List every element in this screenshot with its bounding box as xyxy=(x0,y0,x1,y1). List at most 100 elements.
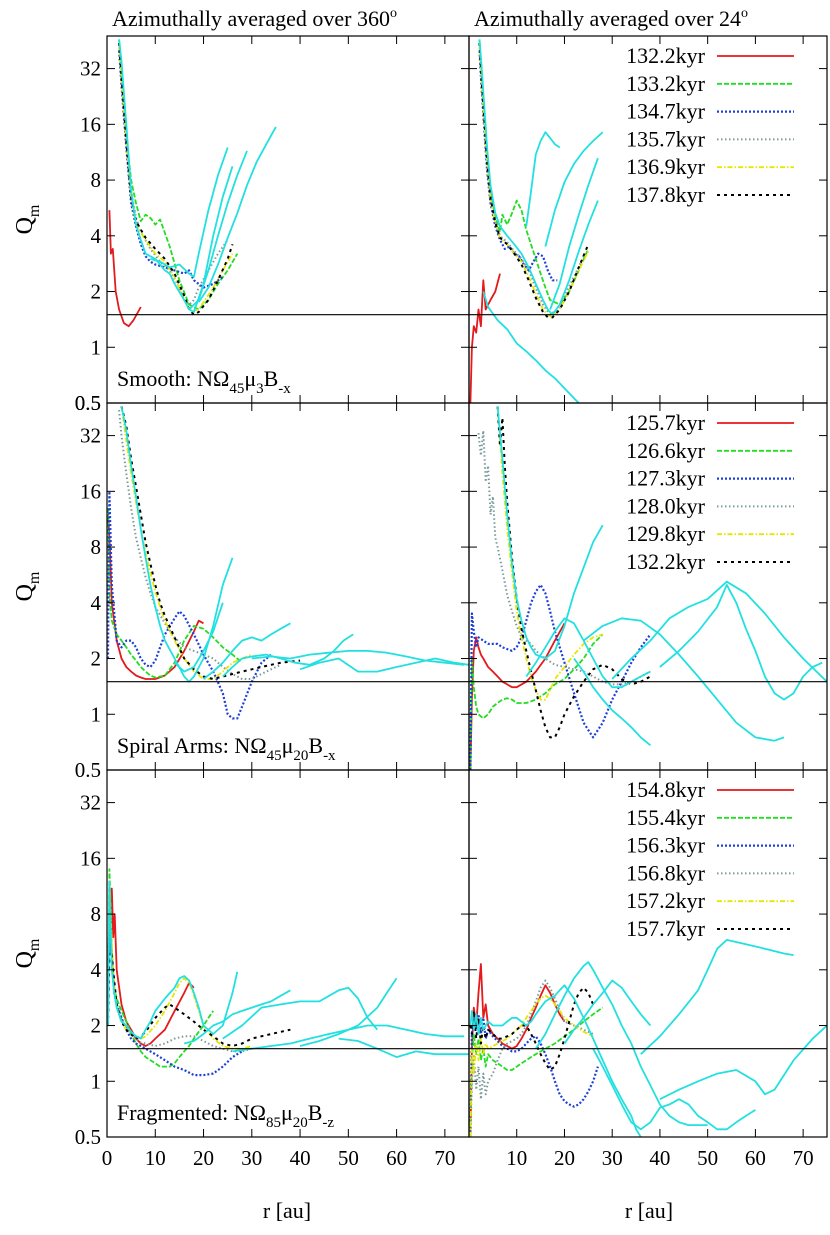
legend-label: 157.2kyr xyxy=(626,888,706,913)
annotation-text: μ xyxy=(244,366,256,391)
x-tick-label: 60 xyxy=(745,1146,766,1170)
series-line-red xyxy=(469,273,501,403)
y-axis-label-main: Q xyxy=(12,951,38,968)
x-tick-label: 40 xyxy=(290,1146,311,1170)
x-tick-label: 20 xyxy=(554,1146,575,1170)
annotation-subscript: 45 xyxy=(229,381,244,397)
y-axis-label-main: Q xyxy=(12,217,38,234)
y-axis-label: Qm xyxy=(12,938,43,968)
panel-4: 1 2 4 8 16 32 0.5 Qm 0 10 20 30 40 50 60 70 Fragmented: … xyxy=(12,769,470,1170)
series-line-blue xyxy=(469,1013,599,1137)
legend-label: 127.3kyr xyxy=(626,466,706,491)
legend-label: 128.0kyr xyxy=(626,493,706,518)
x-tick-label: 10 xyxy=(145,1146,166,1170)
annotation-subscript: -x xyxy=(278,381,291,397)
series-line-cyan xyxy=(583,617,785,742)
panel-2: 1 2 4 8 16 32 0.5 Qm Spiral Arms: NΩ45μ20B-x xyxy=(12,402,470,782)
series-line-cyan xyxy=(338,1037,469,1058)
panel-frame xyxy=(468,769,828,1138)
series-line-black xyxy=(118,42,234,316)
y-axis-label-sub: m xyxy=(26,204,43,217)
annotation-subscript: 20 xyxy=(293,748,308,764)
series-line-cyan xyxy=(188,150,248,311)
legend-label: 133.2kyr xyxy=(626,71,706,96)
y-tick-label: 0.5 xyxy=(75,391,101,415)
legend-label: 156.8kyr xyxy=(626,860,706,885)
series-line-red xyxy=(108,210,142,328)
series-line-cyan xyxy=(197,126,277,303)
x-tick-label: 70 xyxy=(793,1146,814,1170)
y-axis-label: Qm xyxy=(12,204,43,234)
x-axis-label-left: r [au] xyxy=(263,1198,311,1223)
series-line-cyan xyxy=(222,986,378,1040)
series-line-green xyxy=(107,507,243,679)
series-line-cyan xyxy=(482,291,580,403)
annotation-subscript: 3 xyxy=(256,381,264,397)
legend-label: 134.7kyr xyxy=(626,99,706,124)
panel-frame xyxy=(106,769,470,1138)
series-line-black xyxy=(496,406,651,739)
series-line-gray xyxy=(477,429,651,686)
legend-label: 126.6kyr xyxy=(626,438,706,463)
series-line-cyan xyxy=(525,131,561,227)
series-line-gray xyxy=(469,979,594,1137)
series-line-cyan xyxy=(535,961,708,1126)
panel-5: 10 20 30 40 50 60 70154.8kyr155.4kyr156.3kyr15… xyxy=(468,769,828,1170)
series-line-cyan xyxy=(222,633,354,678)
series-line-cyan xyxy=(573,657,651,746)
annotation-text: B xyxy=(308,1100,323,1125)
series-line-cyan xyxy=(469,984,642,1137)
series-line-cyan xyxy=(202,622,291,680)
series-line-cyan xyxy=(299,977,398,1047)
y-axis-label-main: Q xyxy=(12,584,38,601)
y-tick-label: 1 xyxy=(91,335,102,359)
panel-annotation: Fragmented: NΩ85μ20B-z xyxy=(117,1100,334,1131)
annotation-text: μ xyxy=(282,733,294,758)
legend-label: 155.4kyr xyxy=(626,805,706,830)
series-group xyxy=(469,939,827,1137)
series-line-blue xyxy=(107,913,243,1077)
series-line-black xyxy=(120,406,301,680)
y-tick-label: 1 xyxy=(91,702,102,726)
title-left-sup: o xyxy=(390,6,397,21)
legend-label: 137.8kyr xyxy=(626,182,706,207)
y-tick-label: 16 xyxy=(80,112,101,136)
x-tick-label: 40 xyxy=(649,1146,670,1170)
legend-label: 154.8kyr xyxy=(626,777,706,802)
title-left: Azimuthally averaged over 360o xyxy=(112,6,397,31)
y-tick-label: 16 xyxy=(80,846,101,870)
y-tick-label: 1 xyxy=(91,1069,102,1093)
series-line-green xyxy=(469,1006,604,1137)
series-line-cyan xyxy=(299,657,469,673)
series-line-cyan xyxy=(120,406,234,683)
annotation-text: Spiral Arms: NΩ xyxy=(117,733,267,758)
annotation-subscript: -z xyxy=(322,1115,334,1131)
legend-label: 156.3kyr xyxy=(626,833,706,858)
series-line-cyan xyxy=(592,1048,756,1131)
series-line-cyan xyxy=(150,147,229,278)
title-right: Azimuthally averaged over 24o xyxy=(474,6,748,31)
series-line-yellow xyxy=(496,406,603,701)
series-line-yellow xyxy=(469,994,594,1137)
x-tick-label: 20 xyxy=(193,1146,214,1170)
y-tick-label: 8 xyxy=(91,535,102,559)
y-axis-label-sub: m xyxy=(26,938,43,951)
series-line-blue xyxy=(118,50,224,289)
y-tick-label: 4 xyxy=(91,958,102,982)
series-line-cyan xyxy=(611,580,827,683)
annotation-text: B xyxy=(264,366,279,391)
panel-annotation: Spiral Arms: NΩ45μ20B-x xyxy=(117,733,336,764)
y-axis-label-sub: m xyxy=(26,571,43,584)
legend-label: 135.7kyr xyxy=(626,126,706,151)
annotation-subscript: 20 xyxy=(293,1115,308,1131)
legend-label: 136.9kyr xyxy=(626,154,706,179)
legend-label: 132.2kyr xyxy=(626,43,706,68)
annotation-text: μ xyxy=(281,1100,293,1125)
series-line-yellow xyxy=(118,46,234,312)
series-group xyxy=(108,39,277,328)
x-tick-label: 50 xyxy=(338,1146,359,1170)
y-tick-label: 2 xyxy=(91,1014,102,1038)
